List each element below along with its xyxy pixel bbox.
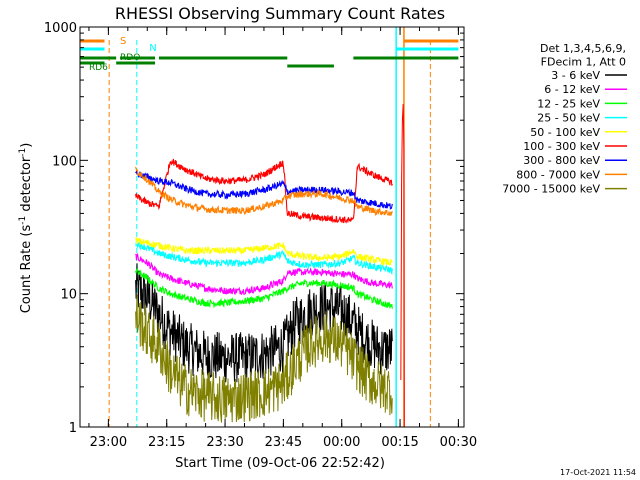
y-tick-label: 100 <box>52 154 77 169</box>
y-axis-label: Count Rate (s-1 detector-1) <box>18 143 34 314</box>
x-tick-label: 23:00 <box>90 435 127 450</box>
series-line-5 <box>135 235 393 267</box>
series-line-6 <box>135 158 393 224</box>
legend-label: 50 - 100 keV <box>530 126 600 139</box>
x-tick-label: 00:00 <box>323 435 360 450</box>
x-tick-label: 23:30 <box>206 435 243 450</box>
series-line-8 <box>135 166 393 217</box>
series-spike <box>400 103 405 428</box>
legend-label: 300 - 800 keV <box>523 154 600 167</box>
y-axis-label-part-b: detector <box>19 156 34 216</box>
legend-label: 7000 - 15000 keV <box>502 183 600 196</box>
series-line-4 <box>135 240 393 276</box>
series-line-1 <box>135 263 393 383</box>
y-tick-label: 1000 <box>44 21 77 36</box>
x-axis-label: Start Time (09-Oct-06 22:52:42) <box>175 456 385 471</box>
x-tick-label: 23:15 <box>148 435 185 450</box>
axes: 1 10 100 1000 23:00 23:15 23:30 23:45 00:00 00:15… <box>44 21 477 450</box>
legend-label: 100 - 300 keV <box>523 140 600 153</box>
y-axis-label-part-a: Count Rate (s <box>19 225 34 314</box>
y-axis-label-exp-1: -1 <box>18 216 28 225</box>
x-tick-label: 00:30 <box>440 435 477 450</box>
plot-frame <box>79 26 465 428</box>
x-tick-label: 23:45 <box>265 435 302 450</box>
flag-s-label: S <box>120 36 126 47</box>
legend-label: 6 - 12 keV <box>544 83 600 96</box>
series-line-2 <box>135 252 393 296</box>
y-tick-label: 1 <box>69 421 77 436</box>
legend-header: FDecim 1, Att 0 <box>541 56 626 69</box>
y-axis-label-part-c: ) <box>19 143 34 148</box>
flag-rdo-label: RDO <box>120 53 140 63</box>
legend-label: 12 - 25 keV <box>537 97 600 110</box>
legend: Det 1,3,4,5,6,9,FDecim 1, Att 03 - 6 keV… <box>502 42 627 196</box>
legend-label: 3 - 6 keV <box>551 69 600 82</box>
y-tick-label: 10 <box>60 288 77 303</box>
legend-header: Det 1,3,4,5,6,9, <box>540 42 626 55</box>
chart-title: RHESSI Observing Summary Count Rates <box>115 4 445 23</box>
x-tick-label: 00:15 <box>381 435 418 450</box>
legend-label: 800 - 7000 keV <box>516 168 600 181</box>
flag-rd6-label: RD6 <box>89 63 108 73</box>
footer-date: 17-Oct-2021 11:54 <box>560 468 636 477</box>
series-line-3 <box>135 268 393 309</box>
plot-area: S N RDO RD6 <box>80 27 459 428</box>
legend-label: 25 - 50 keV <box>537 112 600 125</box>
flag-n-label: N <box>149 43 156 54</box>
series-line-7 <box>135 170 393 210</box>
series-line-9 <box>135 294 393 423</box>
y-axis-label-exp-2: -1 <box>18 148 28 157</box>
